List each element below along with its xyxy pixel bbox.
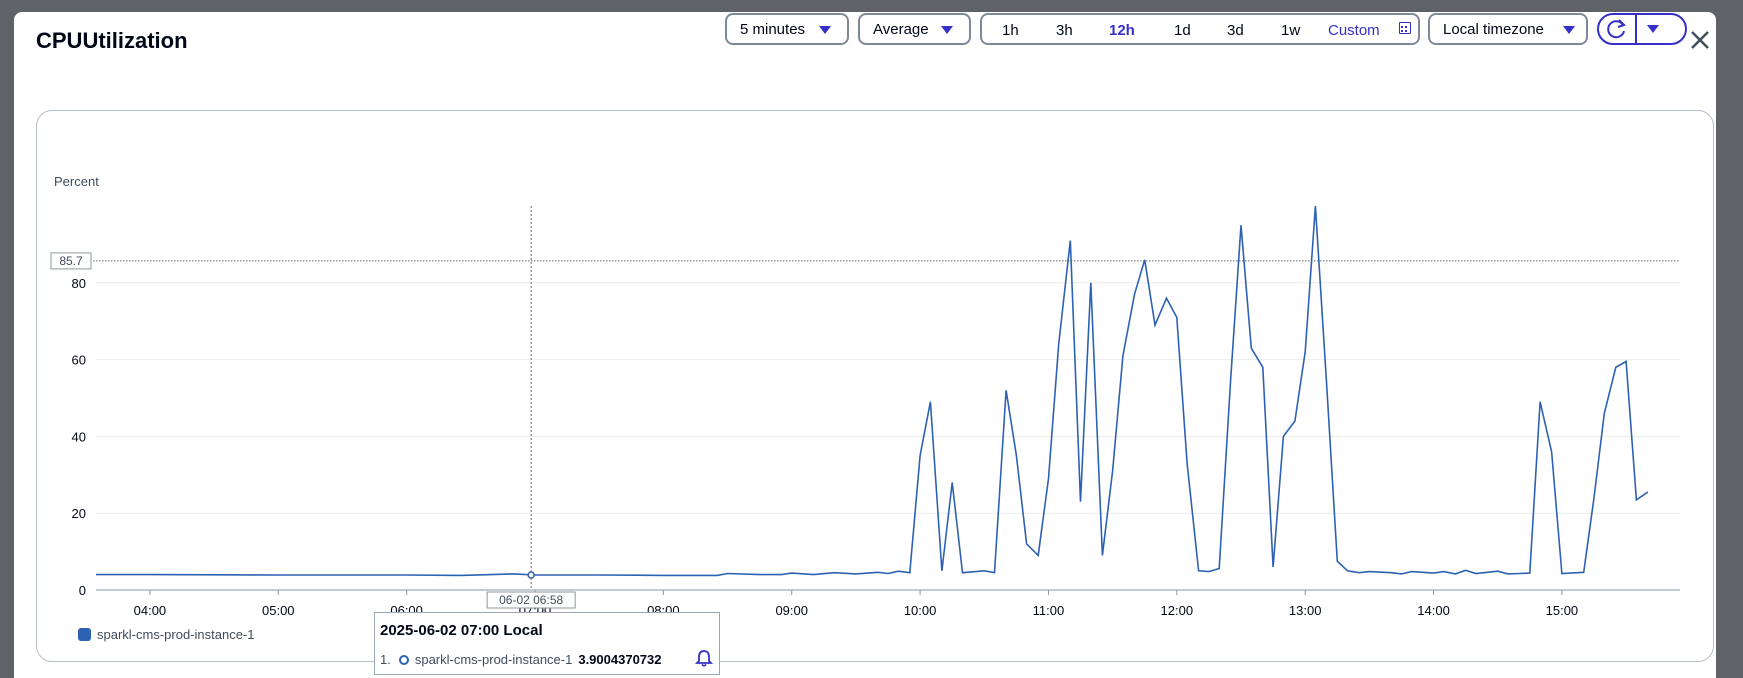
y-tick-label: 20 [72,506,86,521]
refresh-icon[interactable] [1599,15,1635,43]
tooltip-title: 2025-06-02 07:00 Local [380,622,543,639]
range-12h[interactable]: 12h [1109,22,1135,39]
x-tick-label: 11:00 [1033,603,1065,618]
y-tick-label: 60 [72,353,86,368]
statistic-select[interactable]: Average [858,13,971,45]
chart-panel [36,110,1714,662]
tooltip-value: 3.9004370732 [578,652,662,667]
range-3h[interactable]: 3h [1056,22,1073,39]
range-custom[interactable]: Custom [1328,22,1380,39]
timezone-select-value: Local timezone [1443,20,1544,38]
hover-point-marker [527,571,535,579]
time-range-selector: 1h 3h 12h 1d 3d 1w Custom [980,13,1420,45]
x-tick-label: 05:00 [262,603,295,618]
series-marker-icon [398,654,409,665]
tooltip-row: 1. sparkl-cms-prod-instance-1 3.90043707… [380,652,662,667]
tooltip-series-name: sparkl-cms-prod-instance-1 [414,652,573,667]
x-tick-label: 04:00 [134,603,167,618]
period-select[interactable]: 5 minutes [725,13,849,45]
y-tick-label: 40 [72,429,86,444]
tooltip-index: 1. [380,652,391,667]
hover-tooltip: 2025-06-02 07:00 Local 1. sparkl-cms-pro… [374,612,720,675]
close-icon[interactable] [1688,28,1714,54]
period-select-value: 5 minutes [740,20,806,38]
split-divider [1635,15,1637,43]
range-1w[interactable]: 1w [1281,22,1301,39]
caret-down-icon [819,26,831,34]
legend-swatch [78,628,91,641]
bell-icon[interactable] [695,649,713,667]
series-line [96,205,1649,577]
timezone-select[interactable]: Local timezone [1428,13,1588,45]
refresh-split-button [1597,13,1687,45]
calendar-icon[interactable] [1399,22,1411,34]
y-axis-label: Percent [54,174,99,189]
cursor-time-label: 06-02 06:58 [499,593,563,607]
range-1h[interactable]: 1h [1002,22,1019,39]
caret-down-icon [1563,26,1575,34]
y-tick-label: 80 [72,276,86,291]
dialog-title: CPUUtilization [36,28,188,53]
statistic-select-value: Average [873,20,929,38]
range-1d[interactable]: 1d [1174,22,1191,39]
range-3d[interactable]: 3d [1227,22,1244,39]
refresh-options-caret-icon[interactable] [1647,25,1659,33]
threshold-label: 85.7 [59,254,83,268]
caret-down-icon [941,26,953,34]
x-tick-label: 09:00 [775,603,808,618]
threshold-label-box [50,252,92,270]
chart-legend[interactable]: sparkl-cms-prod-instance-1 [78,627,255,642]
x-tick-label: 14:00 [1417,603,1450,618]
x-tick-label: 10:00 [904,603,937,618]
x-tick-label: 15:00 [1546,603,1579,618]
y-tick-label: 0 [79,583,86,598]
cursor-label-box [486,591,576,609]
x-tick-label: 12:00 [1161,603,1194,618]
legend-label: sparkl-cms-prod-instance-1 [97,627,255,642]
x-tick-label: 13:00 [1289,603,1322,618]
